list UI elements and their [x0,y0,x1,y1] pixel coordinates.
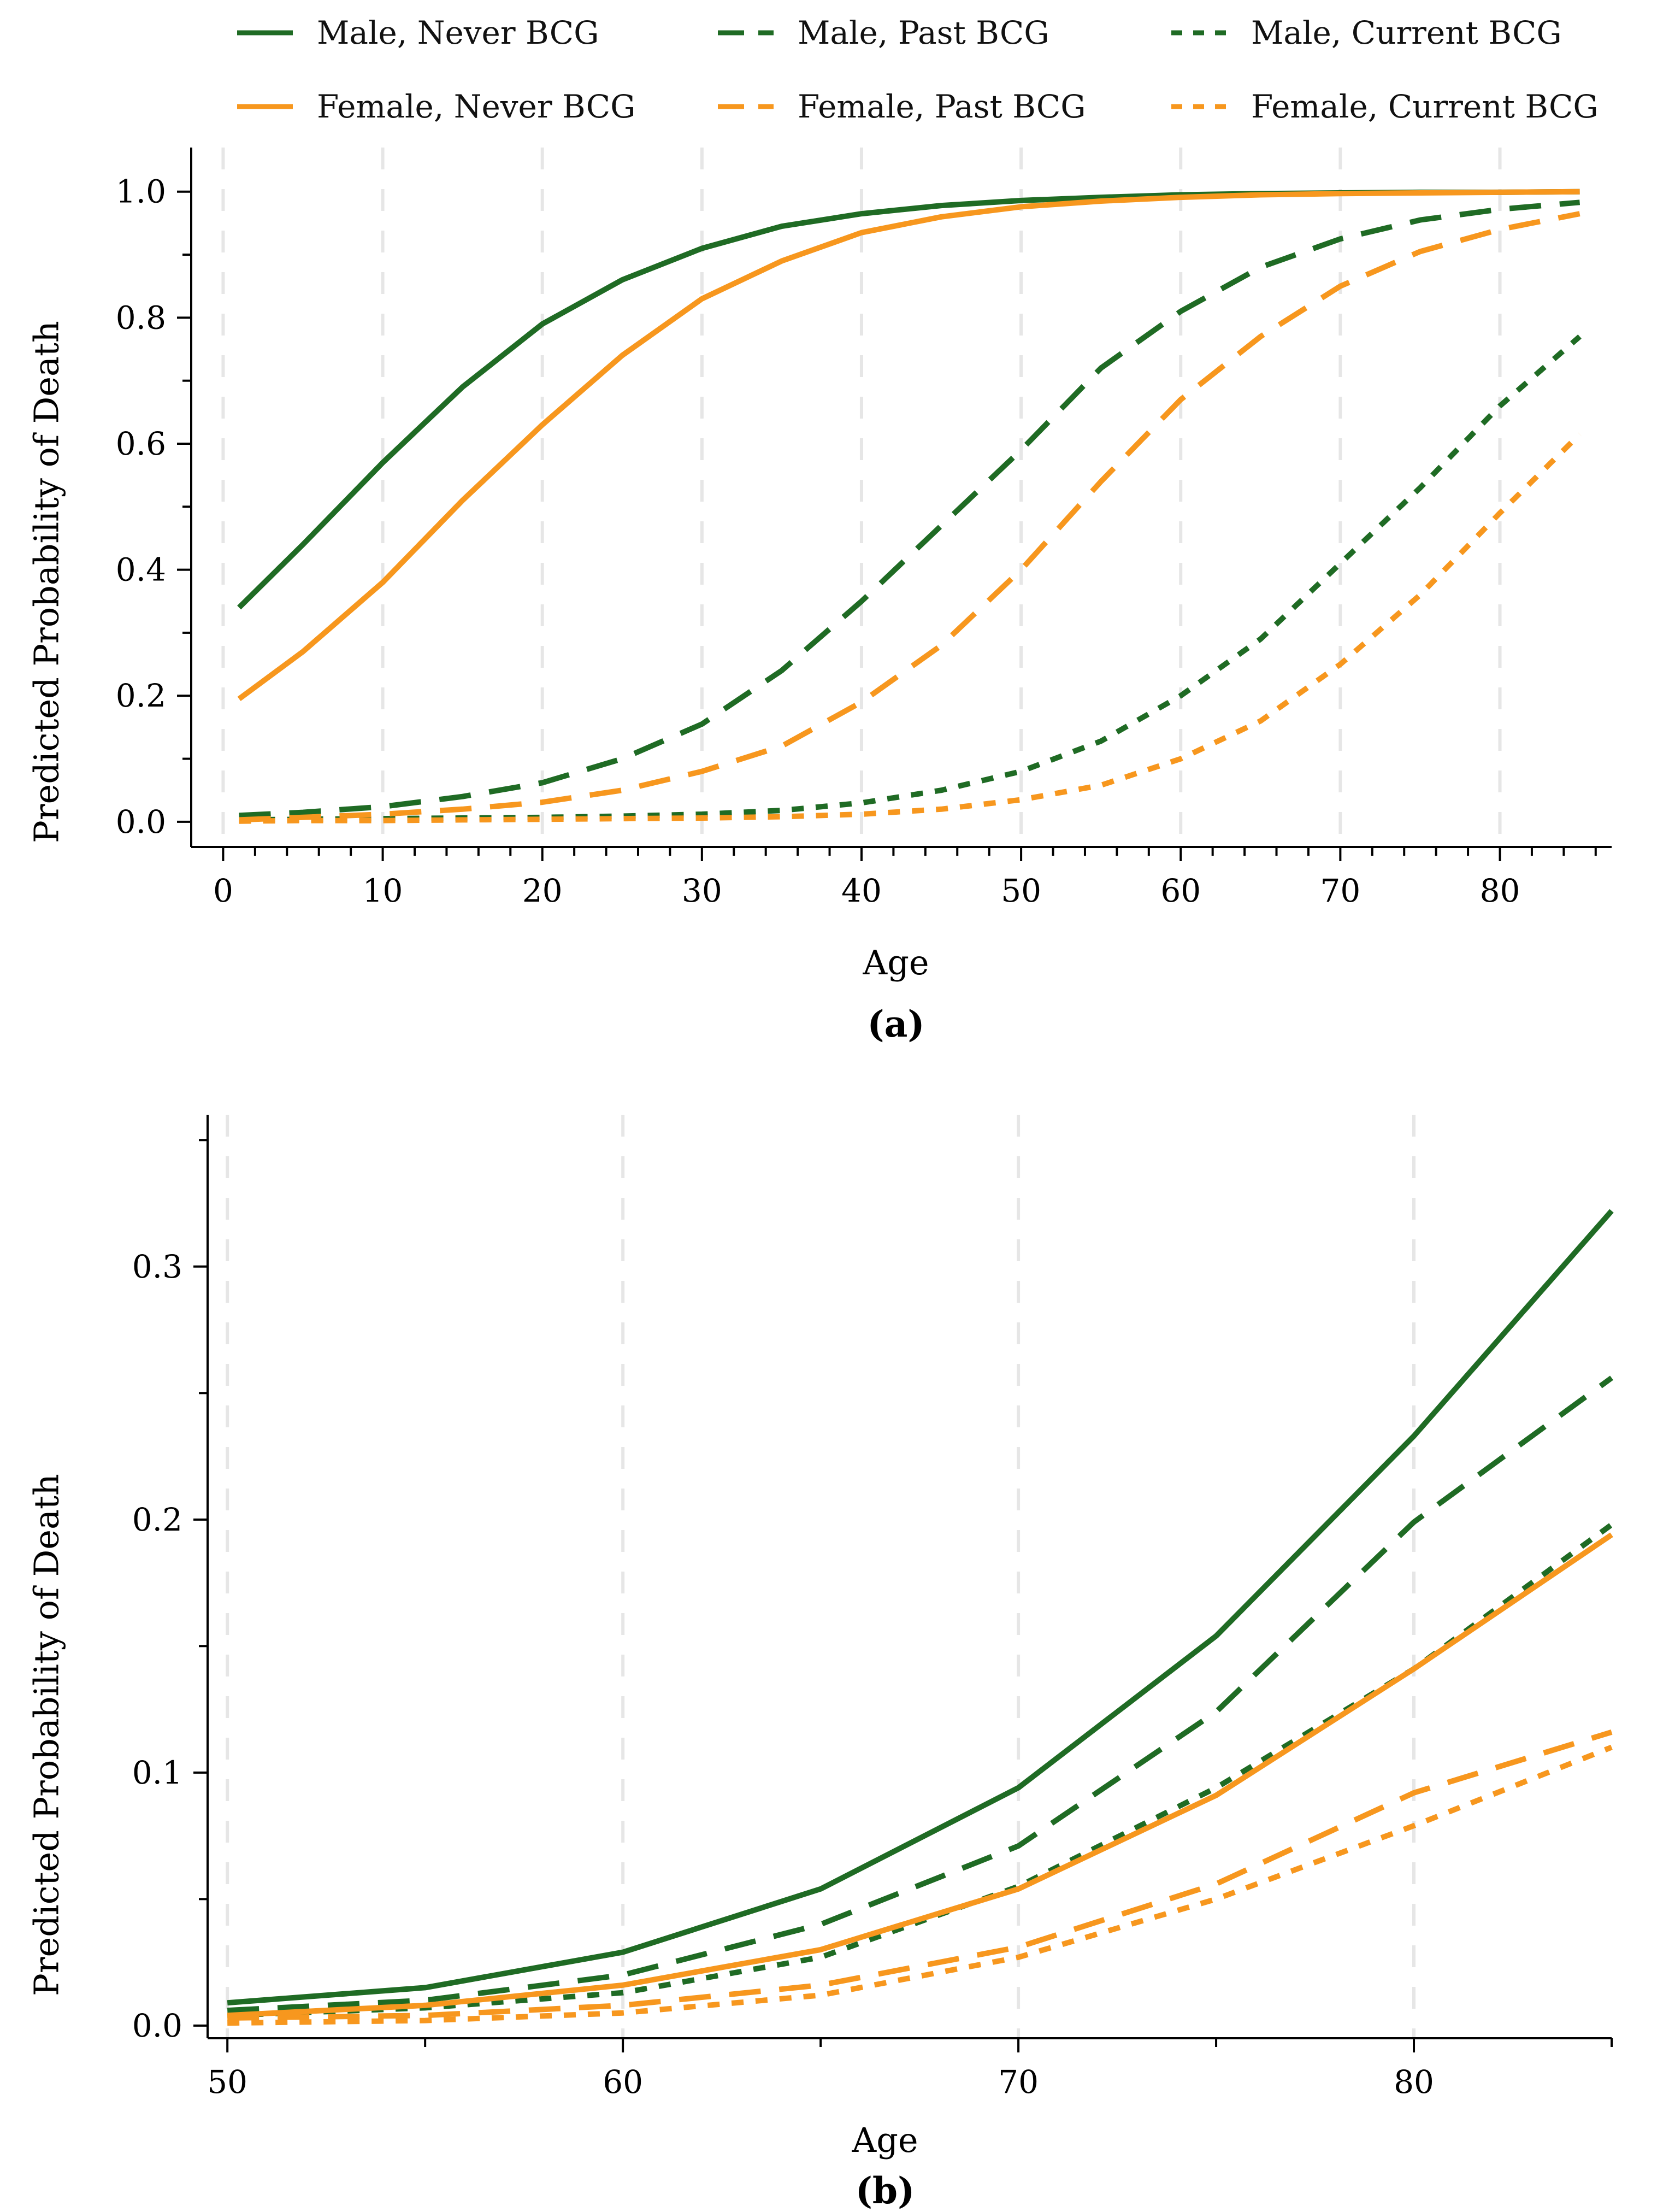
legend-swatch-male-current [1171,30,1227,36]
series-line-female-current-bcg [239,432,1582,824]
legend-item-female-never: Female, Never BCG [235,82,635,131]
legend-item-male-never: Male, Never BCG [235,8,599,57]
legend-swatch-female-current [1171,104,1227,109]
legend-swatch-female-never [237,104,293,109]
x-tick-label: 70 [1320,872,1360,909]
y-tick-label: 0.2 [132,1501,182,1538]
y-tick-label: 0.6 [116,425,166,462]
series-line-male-current-bcg [227,1522,1613,2019]
x-tick-label: 60 [603,2063,643,2101]
series-line-male-past-bcg [239,199,1580,819]
panel-a-y-axis-title: Predicted Probability of Death [26,321,67,843]
legend-item-male-past: Male, Past BCG [716,8,1049,57]
y-tick-label: 0.8 [116,299,166,336]
series-line-female-past-bcg [239,211,1580,823]
series-line-male-never-bcg [237,189,1580,610]
series-line-male-past-bcg [227,1375,1613,2014]
panel-b-x-axis-title: Age [852,2120,918,2160]
x-tick-label: 20 [522,872,563,909]
legend-label: Female, Never BCG [317,88,636,125]
legend-swatch-male-never [237,30,293,36]
x-tick-label: 0 [213,872,233,909]
x-tick-label: 40 [841,872,882,909]
legend-label: Female, Current BCG [1251,88,1599,125]
panel-b-chart: 50 60 70 80 0.0 0.1 0.2 0.3 [132,1115,1614,2101]
panel-a-x-axis-title: Age [863,943,929,983]
y-tick-label: 0.0 [116,803,166,840]
x-tick-label: 50 [207,2063,247,2101]
x-tick-label: 10 [363,872,403,909]
x-tick-label: 80 [1394,2063,1434,2101]
legend-item-female-past: Female, Past BCG [716,82,1086,131]
series-line-male-never-bcg [227,1209,1614,2006]
legend-label: Male, Past BCG [798,14,1049,51]
y-tick-label: 0.4 [116,551,166,589]
legend-item-male-current: Male, Current BCG [1169,8,1562,57]
x-tick-label: 70 [998,2063,1039,2101]
y-tick-label: 0.3 [132,1248,182,1285]
series-line-female-past-bcg [227,1729,1613,2021]
panel-a-label: (a) [867,1003,925,1045]
legend-label: Male, Never BCG [317,14,599,51]
y-tick-label: 0.0 [132,2007,182,2044]
y-tick-label: 1.0 [116,173,166,210]
y-tick-label: 0.1 [132,1754,182,1791]
series-line-female-never-bcg [227,1532,1613,2019]
y-tick-label: 0.2 [116,677,166,714]
x-tick-label: 50 [1001,872,1041,909]
panel-b-label: (b) [855,2169,915,2212]
panel-b-y-axis-title: Predicted Probability of Death [26,1474,67,1996]
series-line-male-current-bcg [239,334,1582,823]
series-line-female-never-bcg [237,189,1580,702]
legend-swatch-female-past [718,104,774,109]
legend-item-female-current: Female, Current BCG [1169,82,1599,131]
legend: Male, Never BCG Male, Past BCG Male, Cur… [0,0,1669,142]
x-tick-label: 60 [1160,872,1201,909]
x-tick-label: 30 [682,872,722,909]
x-tick-label: 80 [1480,872,1520,909]
legend-swatch-male-past [718,30,774,36]
legend-label: Male, Current BCG [1251,14,1562,51]
panel-a-chart: 0 10 20 30 40 50 60 70 80 0.0 0.2 0.4 0.6 0.8 1.0 [116,148,1612,909]
legend-label: Female, Past BCG [798,88,1086,125]
